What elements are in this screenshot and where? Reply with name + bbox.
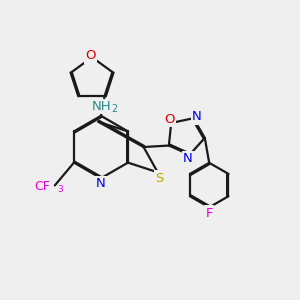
Text: 2: 2: [111, 104, 118, 114]
Text: S: S: [155, 172, 163, 185]
Text: NH: NH: [92, 100, 112, 113]
Text: N: N: [192, 110, 202, 123]
Text: N: N: [96, 177, 106, 190]
Text: O: O: [164, 113, 175, 126]
Text: O: O: [85, 49, 96, 62]
Text: N: N: [183, 152, 193, 165]
Text: 3: 3: [57, 185, 63, 194]
Text: F: F: [206, 207, 213, 220]
Text: CF: CF: [34, 180, 50, 194]
